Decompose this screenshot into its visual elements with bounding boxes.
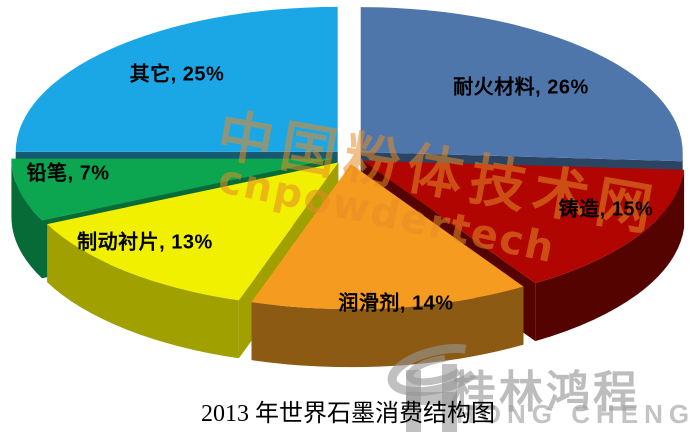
pie-slice-others bbox=[15, 6, 338, 152]
pie-slice-casting-rim bbox=[535, 169, 685, 342]
pie-slice-brake-lining bbox=[47, 162, 339, 301]
pie-slice-pencil-rim bbox=[11, 158, 43, 279]
pie-slice-pencil bbox=[11, 158, 334, 221]
logo-text-cn: 桂林鸿程 bbox=[452, 368, 640, 417]
pie-slice-refractory bbox=[360, 7, 683, 162]
chart-title: 2013 年世界石墨消费结构图 bbox=[201, 401, 495, 427]
slice-label-casting: 铸造, 15% bbox=[558, 198, 654, 221]
logo-text-en: HONG CHENG bbox=[456, 399, 696, 429]
pie-slice-brake-lining-rim bbox=[47, 224, 239, 359]
slice-label-refractory: 耐火材料, 26% bbox=[453, 76, 589, 99]
slice-label-lubricant: 润滑剂, 14% bbox=[338, 292, 454, 315]
logo-swoosh-icon bbox=[387, 343, 487, 432]
pie-slice-lubricant bbox=[251, 164, 524, 310]
slice-label-brake-lining: 制动衬片, 13% bbox=[77, 231, 213, 254]
pie-slice-casting bbox=[362, 160, 685, 284]
slice-label-pencil: 铅笔, 7% bbox=[26, 162, 110, 185]
slice-label-others: 其它, 25% bbox=[129, 63, 225, 86]
